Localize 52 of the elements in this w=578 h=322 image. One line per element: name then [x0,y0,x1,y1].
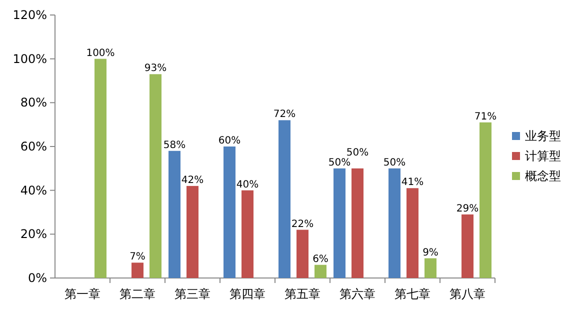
y-tick-label: 60% [20,140,47,154]
bar [424,258,436,278]
data-label: 29% [456,203,479,214]
bar [480,122,492,278]
y-tick-label: 0% [28,271,47,285]
y-tick-label: 100% [12,52,47,66]
data-label: 50% [346,147,369,158]
data-label: 22% [291,218,314,230]
data-label: 6% [312,254,328,265]
bar [168,150,180,278]
data-label: 40% [236,179,259,190]
bar [334,168,346,278]
bar [278,120,290,278]
bar [94,58,106,278]
bar [406,188,418,278]
data-label: 42% [181,174,204,186]
bar [314,264,326,278]
x-tick-label: 第二章 [120,287,156,301]
data-label: 100% [86,48,115,59]
data-label: 50% [328,157,351,168]
legend-label: 业务型 [525,129,561,143]
bar [352,168,364,278]
data-label: 93% [144,63,167,74]
data-label: 72% [273,109,296,120]
bar [186,186,198,278]
x-tick-label: 第八章 [450,287,486,301]
bar [388,168,400,278]
x-tick-label: 第五章 [284,287,320,301]
y-tick-label: 120% [12,8,47,22]
legend-label: 计算型 [525,149,561,163]
x-tick-label: 第三章 [174,287,210,301]
x-tick-label: 第六章 [340,287,376,301]
legend-label: 概念型 [525,169,561,183]
data-label: 58% [163,140,186,151]
bar [132,262,144,278]
data-label: 9% [422,247,438,258]
x-tick-label: 第七章 [394,287,430,301]
data-label: 71% [474,111,497,122]
y-tick-label: 40% [20,183,47,198]
data-label: 7% [130,252,146,263]
data-label: 50% [383,157,406,168]
y-tick-label: 20% [20,227,47,242]
y-tick-label: 80% [20,96,47,110]
x-tick-label: 第一章 [64,287,100,301]
bar [242,190,254,278]
bar [150,74,162,278]
x-tick-label: 第四章 [230,287,266,301]
bar [224,146,236,278]
data-label: 41% [401,177,424,188]
bar [462,214,474,278]
data-label: 60% [218,136,241,146]
bar [296,230,308,278]
